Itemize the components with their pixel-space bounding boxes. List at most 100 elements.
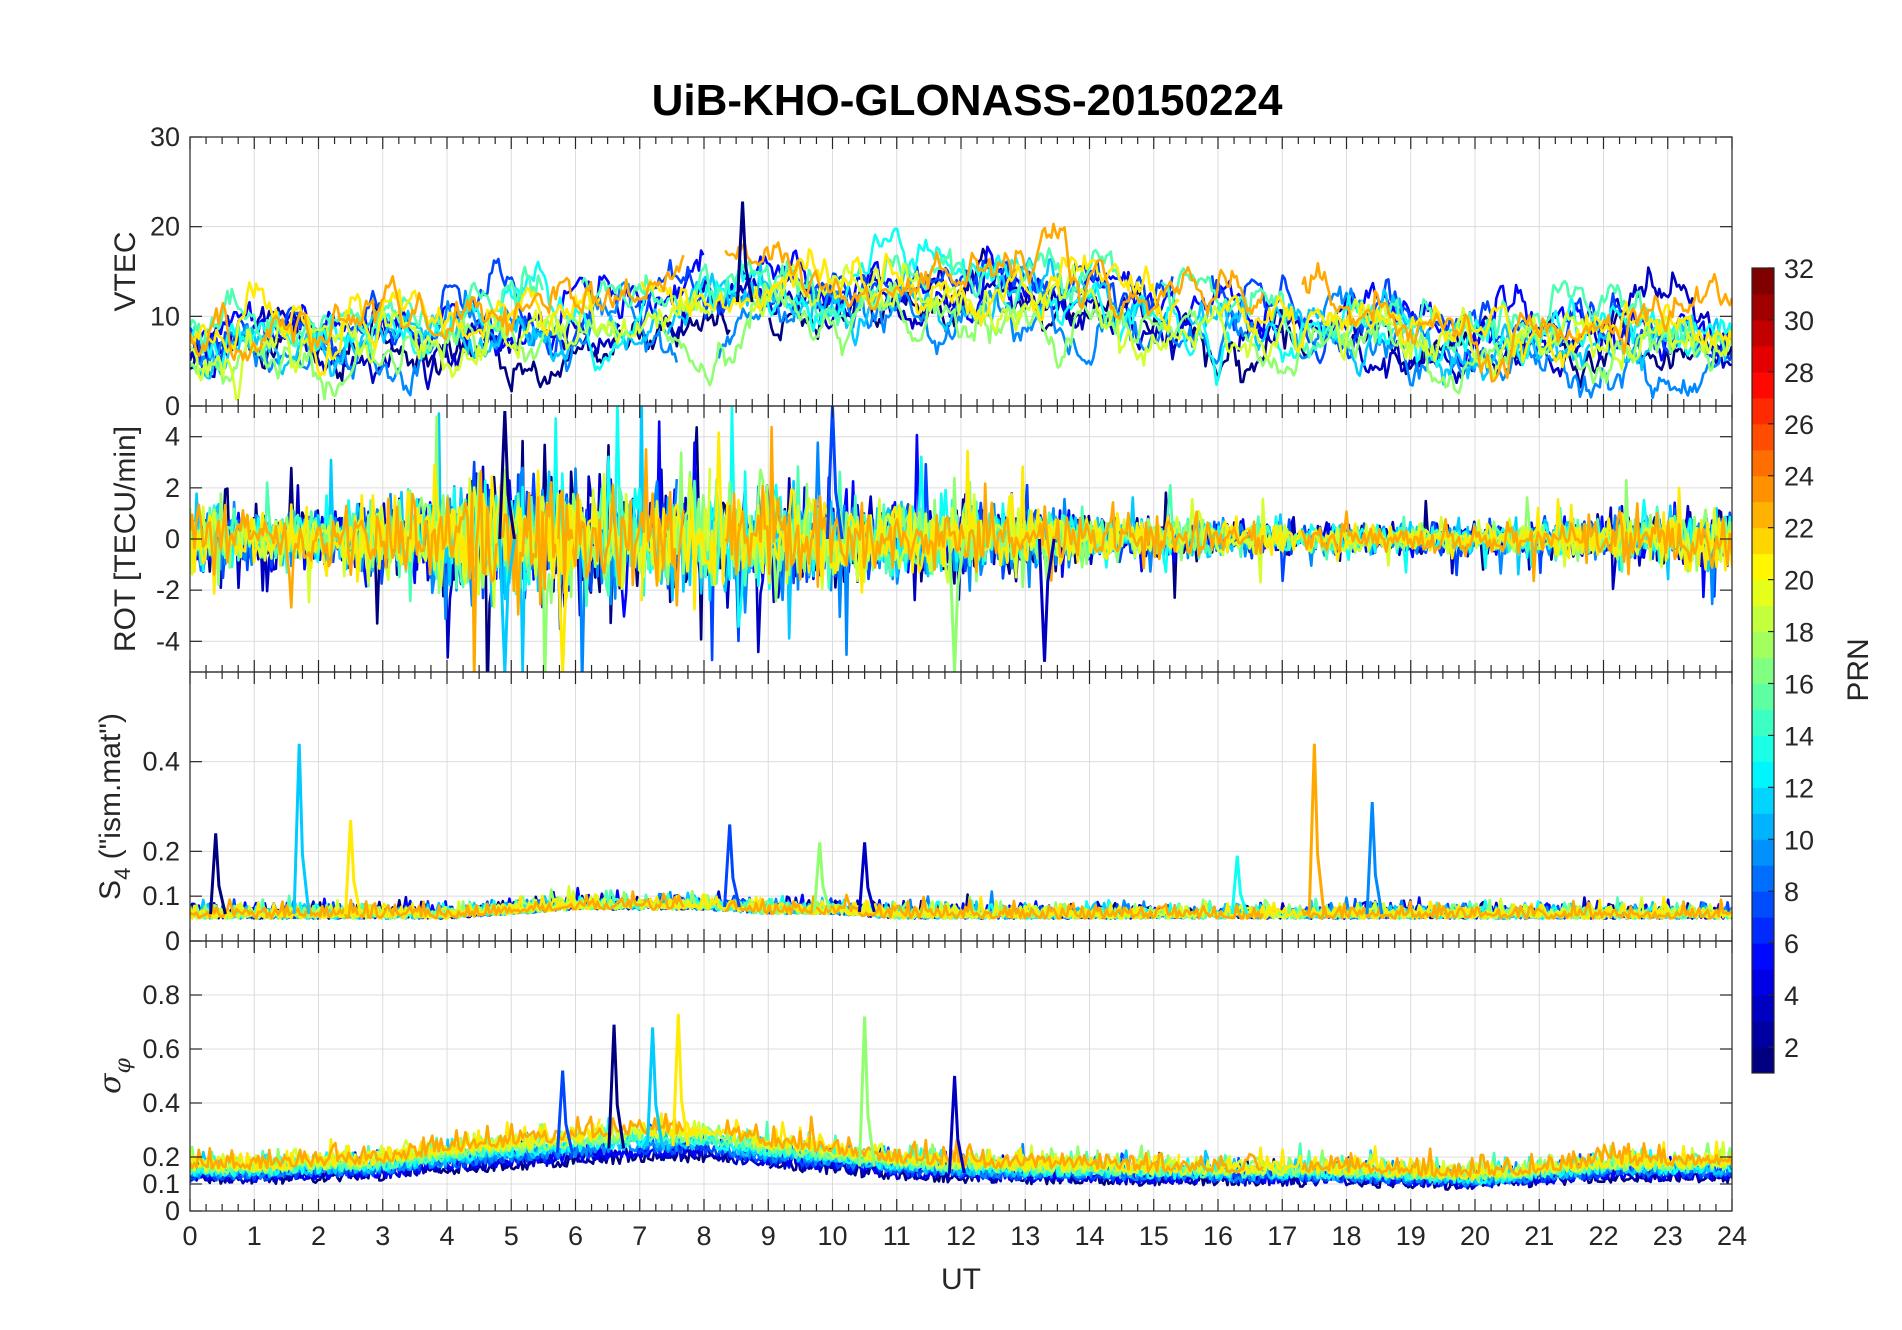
y-tick-label: 0.2 (142, 836, 180, 866)
series-line-prn-23 (190, 1112, 1732, 1179)
colorbar-tick-label: 16 (1784, 669, 1814, 699)
colorbar-segment (1752, 657, 1774, 684)
spike-mark (498, 411, 516, 540)
colorbar-segment (1752, 553, 1774, 581)
colorbar-segment (1752, 761, 1774, 788)
colorbar-tick-label: 32 (1784, 254, 1814, 284)
colorbar-segment (1752, 268, 1774, 295)
colorbar-segment (1752, 709, 1774, 736)
x-tick-label: 23 (1653, 1221, 1683, 1251)
y-tick-label: 30 (150, 122, 180, 152)
x-tick-label: 24 (1717, 1221, 1747, 1251)
grid-s4 (189, 672, 1733, 942)
colorbar-segment (1752, 917, 1774, 944)
colorbar-frame (1751, 267, 1775, 1074)
x-tick-label: 15 (1139, 1221, 1169, 1251)
colorbar-tick-label: 20 (1784, 566, 1814, 596)
x-tick-label: 7 (632, 1221, 647, 1251)
y-axis-label-base: σ (93, 1072, 128, 1094)
colorbar-segment (1752, 319, 1774, 347)
series-group-sigma_phi (190, 1013, 1732, 1191)
figure-title: UiB-KHO-GLONASS-20150224 (652, 76, 1283, 125)
y-tick-label: 10 (150, 301, 180, 331)
colorbar-segment (1752, 943, 1774, 970)
colorbar-segment (1752, 605, 1774, 633)
panel-rot: -4 -2 0 2 4 ROT [TECU/min] (109, 405, 1733, 673)
spike-mark (343, 819, 362, 915)
y-tick-label: 0 (165, 524, 180, 554)
y-tick-label: 0.1 (142, 881, 180, 911)
x-tick-label: 4 (439, 1221, 454, 1251)
ticks-vtec (189, 136, 1733, 407)
y-tick-label: -4 (156, 626, 180, 656)
spike-mark (1365, 801, 1384, 915)
spike-mark (556, 1070, 574, 1154)
ticks-s4 (189, 672, 1733, 942)
colorbar-tick-label: 18 (1784, 618, 1814, 648)
y-tick-label: 0.4 (142, 1088, 180, 1118)
colorbar-label: PRN (1842, 638, 1875, 701)
colorbar-segment (1752, 423, 1774, 451)
panel-vtec: 0 10 20 30 VTEC (109, 122, 1733, 421)
colorbar-segment (1752, 527, 1774, 555)
spike-mark (209, 833, 227, 915)
colorbar-tick-label: 6 (1784, 929, 1799, 959)
colorbar-segment (1752, 969, 1774, 996)
y-axis-label: σφ (93, 1057, 136, 1093)
spike-mark (947, 538, 966, 672)
y-tick-label: 0.1 (142, 1169, 180, 1199)
colorbar-segment (1752, 293, 1774, 321)
colorbar-segment (1752, 631, 1774, 659)
spike-mark (556, 538, 574, 672)
x-tick-label: 18 (1331, 1221, 1361, 1251)
colorbar-tick-label: 8 (1784, 877, 1799, 907)
x-tick-label: 5 (504, 1221, 519, 1251)
y-axis-label-sub: φ (111, 1057, 136, 1073)
colorbar-tick-label: 24 (1784, 462, 1814, 492)
y-tick-label: 2 (165, 473, 180, 503)
spike-mark (813, 842, 831, 911)
x-tick-label: 16 (1203, 1221, 1233, 1251)
y-axis-label-rest: ("ism.mat") (94, 713, 127, 868)
colorbar-segment (1752, 813, 1774, 840)
y-tick-label: -2 (156, 575, 180, 605)
x-tick-label: 6 (568, 1221, 583, 1251)
y-tick-label: 0 (165, 1196, 180, 1226)
spike-mark (947, 1075, 966, 1174)
colorbar-tick-label: 14 (1784, 721, 1814, 751)
colorbar-segment (1752, 865, 1774, 892)
colorbar-tick-label: 4 (1784, 981, 1799, 1011)
colorbar-segment (1752, 1021, 1774, 1048)
x-tick-label: 14 (1074, 1221, 1104, 1251)
colorbar-segment (1752, 371, 1774, 399)
y-tick-label: 0.6 (142, 1034, 180, 1064)
colorbar-segment (1752, 579, 1774, 607)
y-tick-label: 0 (165, 391, 180, 421)
x-tick-label: 21 (1524, 1221, 1554, 1251)
spike-mark (1037, 538, 1056, 662)
spike-mark (735, 201, 754, 303)
colorbar-tick-label: 26 (1784, 410, 1814, 440)
colorbar-segment (1752, 345, 1774, 373)
colorbar-tick-label: 12 (1784, 773, 1814, 803)
series-group-vtec (190, 201, 1732, 401)
colorbar-segment (1752, 449, 1774, 477)
colorbar-segment (1752, 995, 1774, 1022)
x-tick-label: 22 (1588, 1221, 1618, 1251)
x-tick-label: 8 (696, 1221, 711, 1251)
x-tick-label: 13 (1010, 1221, 1040, 1251)
y-axis-label: VTEC (109, 231, 142, 311)
spike-mark (825, 406, 844, 540)
series-line-prn-23 (190, 222, 1732, 383)
colorbar-segment (1752, 787, 1774, 814)
x-tick-label: 17 (1267, 1221, 1297, 1251)
y-tick-label: 20 (150, 212, 180, 242)
x-tick-label: 0 (182, 1221, 197, 1251)
x-tick-label: 20 (1460, 1221, 1490, 1251)
spike-mark (1230, 855, 1249, 915)
colorbar-tick-label: 28 (1784, 358, 1814, 388)
spike-mark (292, 743, 311, 915)
x-tick-label: 3 (375, 1221, 390, 1251)
